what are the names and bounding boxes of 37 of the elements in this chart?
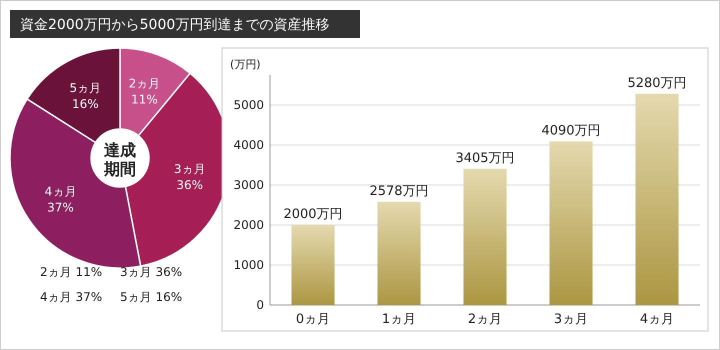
bar bbox=[636, 94, 678, 305]
slice-label: 4ヵ月 bbox=[44, 184, 76, 198]
x-tick-label: 4ヵ月 bbox=[640, 312, 674, 327]
data-label: 37% bbox=[47, 200, 74, 214]
y-tick-label: 5000 bbox=[233, 98, 264, 112]
data-label: 11% bbox=[131, 92, 158, 106]
category-label: 3ヵ月 36% bbox=[120, 265, 182, 279]
chart-title: 資金2000万円から5000万円到達までの資産推移 bbox=[20, 17, 330, 33]
y-tick-label: 4000 bbox=[233, 138, 264, 152]
text: 3405万円 bbox=[455, 150, 515, 166]
slice-label: 3ヵ月 bbox=[174, 162, 206, 176]
text: 達成 bbox=[104, 140, 136, 160]
slice-label: 2ヵ月 bbox=[128, 76, 160, 90]
category-label: 5ヵ月 16% bbox=[120, 290, 182, 304]
category-label: 4ヵ月 37% bbox=[40, 290, 102, 304]
text: 4090万円 bbox=[541, 123, 601, 138]
y-axis-title: (万円) bbox=[230, 58, 261, 71]
x-tick-label: 1ヵ月 bbox=[382, 312, 416, 327]
text: 2000万円 bbox=[283, 207, 343, 222]
y-tick-label: 3000 bbox=[233, 178, 264, 192]
x-tick-label: 0ヵ月 bbox=[296, 312, 330, 327]
x-tick-label: 3ヵ月 bbox=[554, 312, 588, 327]
x-tick-label: 2ヵ月 bbox=[468, 312, 502, 327]
bar bbox=[550, 141, 592, 305]
y-tick-label: 0 bbox=[256, 298, 264, 312]
data-label: 16% bbox=[72, 96, 99, 111]
text: 期間 bbox=[103, 160, 136, 178]
text: 2578万円 bbox=[369, 184, 429, 199]
bar bbox=[292, 225, 334, 305]
y-tick-label: 1000 bbox=[233, 258, 264, 272]
category-label: 2ヵ月 11% bbox=[40, 265, 102, 279]
text: 5280万円 bbox=[627, 76, 687, 91]
bar bbox=[378, 202, 420, 305]
y-tick-label: 2000 bbox=[233, 218, 264, 232]
data-label: 36% bbox=[176, 178, 204, 192]
slice-label: 5ヵ月 bbox=[69, 80, 102, 95]
bar bbox=[464, 168, 506, 305]
